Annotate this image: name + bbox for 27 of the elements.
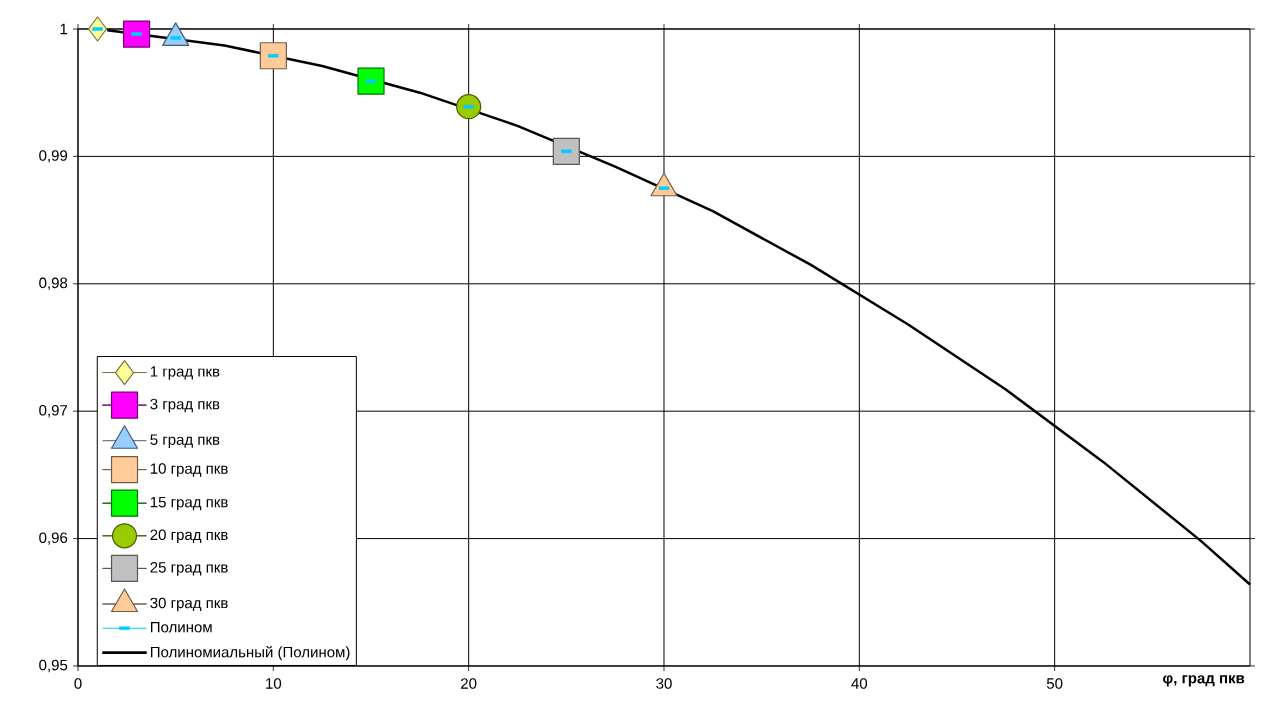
x-tick-label: 30: [656, 678, 672, 689]
y-tick-label: 1: [60, 23, 68, 35]
y-tick-label: 0,95: [39, 659, 68, 673]
point: [259, 42, 287, 70]
y-tick-label: 0,99: [39, 150, 68, 163]
x-tick-label: 10: [266, 678, 282, 689]
legend-label: Полином: [150, 621, 212, 633]
x-tick-label: 50: [1046, 678, 1063, 689]
legend-label: 1 град пкв: [150, 366, 220, 380]
legend-label: 10 град пкв: [150, 463, 228, 477]
point: [123, 20, 151, 48]
legend-label: 30 град пкв: [150, 597, 228, 612]
legend-label: 25 град пкв: [150, 562, 228, 576]
legend-label: 15 град пкв: [150, 496, 228, 511]
x-tick-label: 40: [851, 678, 868, 689]
y-tick-label: 0,96: [39, 532, 68, 545]
x-tick-label: 20: [461, 678, 477, 689]
legend-label: 5 град пкв: [150, 434, 220, 448]
point: [357, 67, 385, 95]
y-tick-label: 0,98: [39, 277, 68, 290]
legend-label: 20 град пкв: [150, 529, 228, 544]
x-axis-title: φ, град пкв: [1163, 675, 1245, 687]
legend-label: Полиномиальный (Полином): [150, 646, 350, 661]
point: [552, 137, 580, 165]
y-tick-label: 0,97: [39, 404, 68, 418]
x-tick-label: 0: [74, 678, 82, 689]
legend-label: 3 град пкв: [150, 398, 220, 413]
